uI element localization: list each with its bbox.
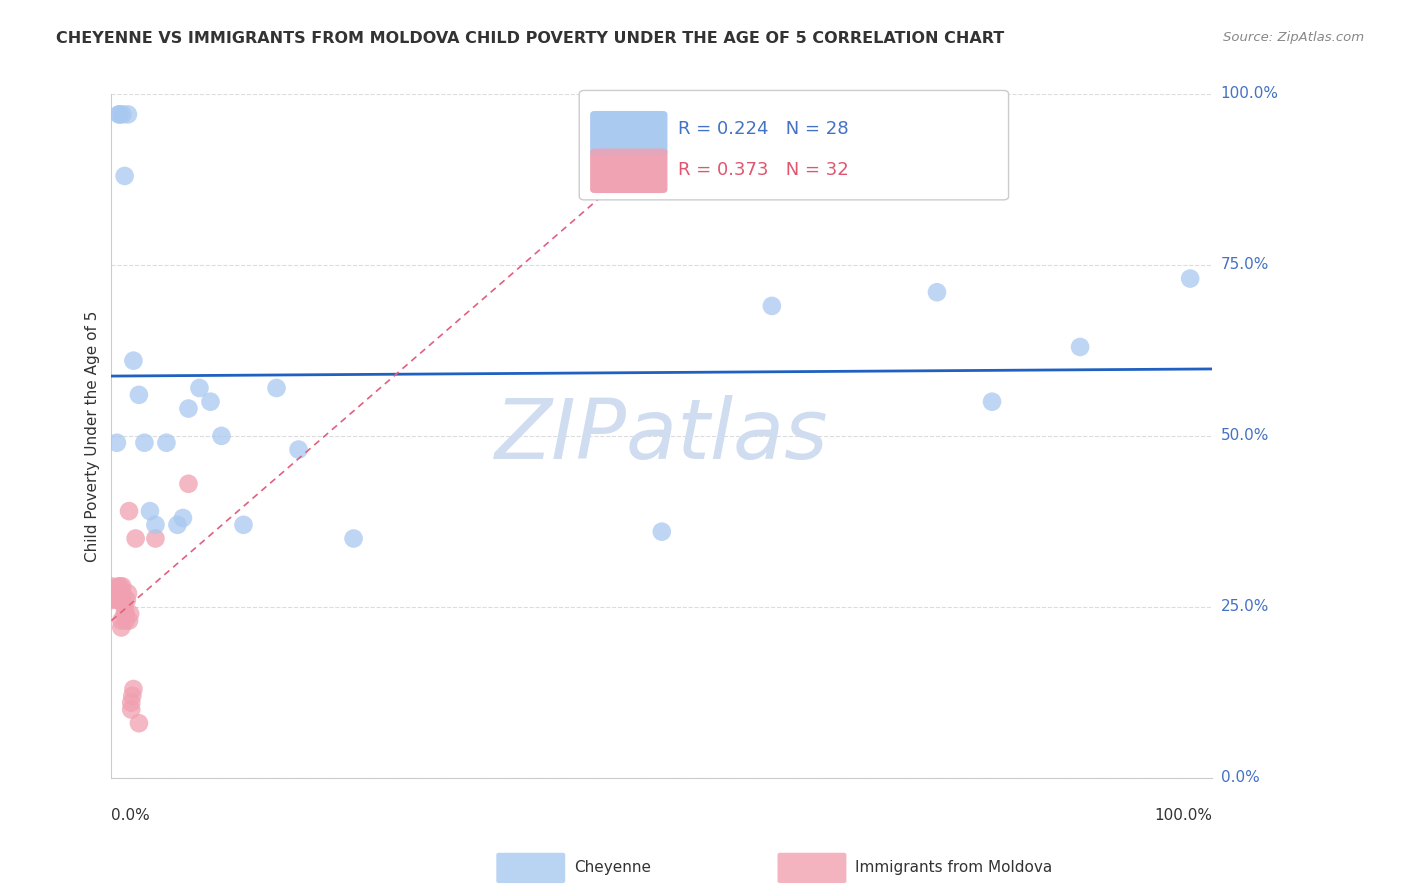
Y-axis label: Child Poverty Under the Age of 5: Child Poverty Under the Age of 5	[86, 310, 100, 562]
Point	[104, 586, 127, 600]
Point	[172, 511, 194, 525]
Text: CHEYENNE VS IMMIGRANTS FROM MOLDOVA CHILD POVERTY UNDER THE AGE OF 5 CORRELATION: CHEYENNE VS IMMIGRANTS FROM MOLDOVA CHIL…	[56, 31, 1004, 46]
Point	[100, 593, 122, 607]
Point	[1069, 340, 1091, 354]
Point	[120, 696, 142, 710]
Text: 100.0%: 100.0%	[1154, 808, 1212, 823]
Point	[121, 689, 143, 703]
Point	[651, 524, 673, 539]
Point	[114, 607, 136, 621]
Point	[108, 586, 131, 600]
FancyBboxPatch shape	[579, 90, 1008, 200]
Point	[120, 607, 142, 621]
Point	[122, 681, 145, 696]
Point	[100, 579, 122, 593]
Point	[124, 532, 146, 546]
Point	[110, 614, 132, 628]
Point	[166, 517, 188, 532]
Point	[188, 381, 211, 395]
Point	[1178, 271, 1201, 285]
Point	[111, 579, 134, 593]
Point	[114, 607, 136, 621]
Text: 25.0%: 25.0%	[1220, 599, 1268, 615]
Point	[342, 532, 364, 546]
Point	[111, 593, 134, 607]
FancyBboxPatch shape	[591, 149, 668, 193]
Point	[117, 586, 139, 600]
Text: Immigrants from Moldova: Immigrants from Moldova	[855, 860, 1052, 874]
Point	[925, 285, 948, 300]
Point	[128, 388, 150, 402]
Point	[100, 586, 122, 600]
Point	[139, 504, 162, 518]
Text: 0.0%: 0.0%	[1220, 771, 1260, 786]
Point	[110, 620, 132, 634]
Point	[266, 381, 288, 395]
Text: R = 0.373   N = 32: R = 0.373 N = 32	[678, 161, 849, 179]
Point	[177, 401, 200, 416]
Point	[761, 299, 783, 313]
Text: R = 0.224   N = 28: R = 0.224 N = 28	[678, 120, 849, 138]
Text: Cheyenne: Cheyenne	[574, 860, 651, 874]
Point	[145, 532, 167, 546]
Text: ZIPatlas: ZIPatlas	[495, 395, 828, 476]
Point	[108, 107, 131, 121]
Point	[118, 504, 141, 518]
Point	[134, 435, 156, 450]
Text: 50.0%: 50.0%	[1220, 428, 1268, 443]
Point	[105, 593, 128, 607]
Point	[107, 579, 129, 593]
Point	[122, 353, 145, 368]
Point	[155, 435, 177, 450]
Point	[110, 579, 132, 593]
Point	[211, 429, 233, 443]
Point	[287, 442, 309, 457]
Point	[120, 702, 142, 716]
Point	[111, 586, 134, 600]
Text: 100.0%: 100.0%	[1220, 87, 1278, 102]
Point	[104, 586, 127, 600]
Point	[114, 599, 136, 614]
Point	[115, 593, 138, 607]
Text: Source: ZipAtlas.com: Source: ZipAtlas.com	[1223, 31, 1364, 45]
Point	[108, 107, 131, 121]
Point	[232, 517, 254, 532]
Point	[118, 614, 141, 628]
Text: 0.0%: 0.0%	[111, 808, 150, 823]
Point	[117, 107, 139, 121]
Point	[114, 614, 136, 628]
Point	[111, 107, 134, 121]
Point	[114, 169, 136, 183]
Point	[128, 716, 150, 731]
FancyBboxPatch shape	[591, 111, 668, 155]
Text: 75.0%: 75.0%	[1220, 258, 1268, 272]
Point	[177, 476, 200, 491]
Point	[145, 517, 167, 532]
Point	[981, 394, 1004, 409]
Point	[200, 394, 222, 409]
Point	[105, 435, 128, 450]
Point	[108, 593, 131, 607]
